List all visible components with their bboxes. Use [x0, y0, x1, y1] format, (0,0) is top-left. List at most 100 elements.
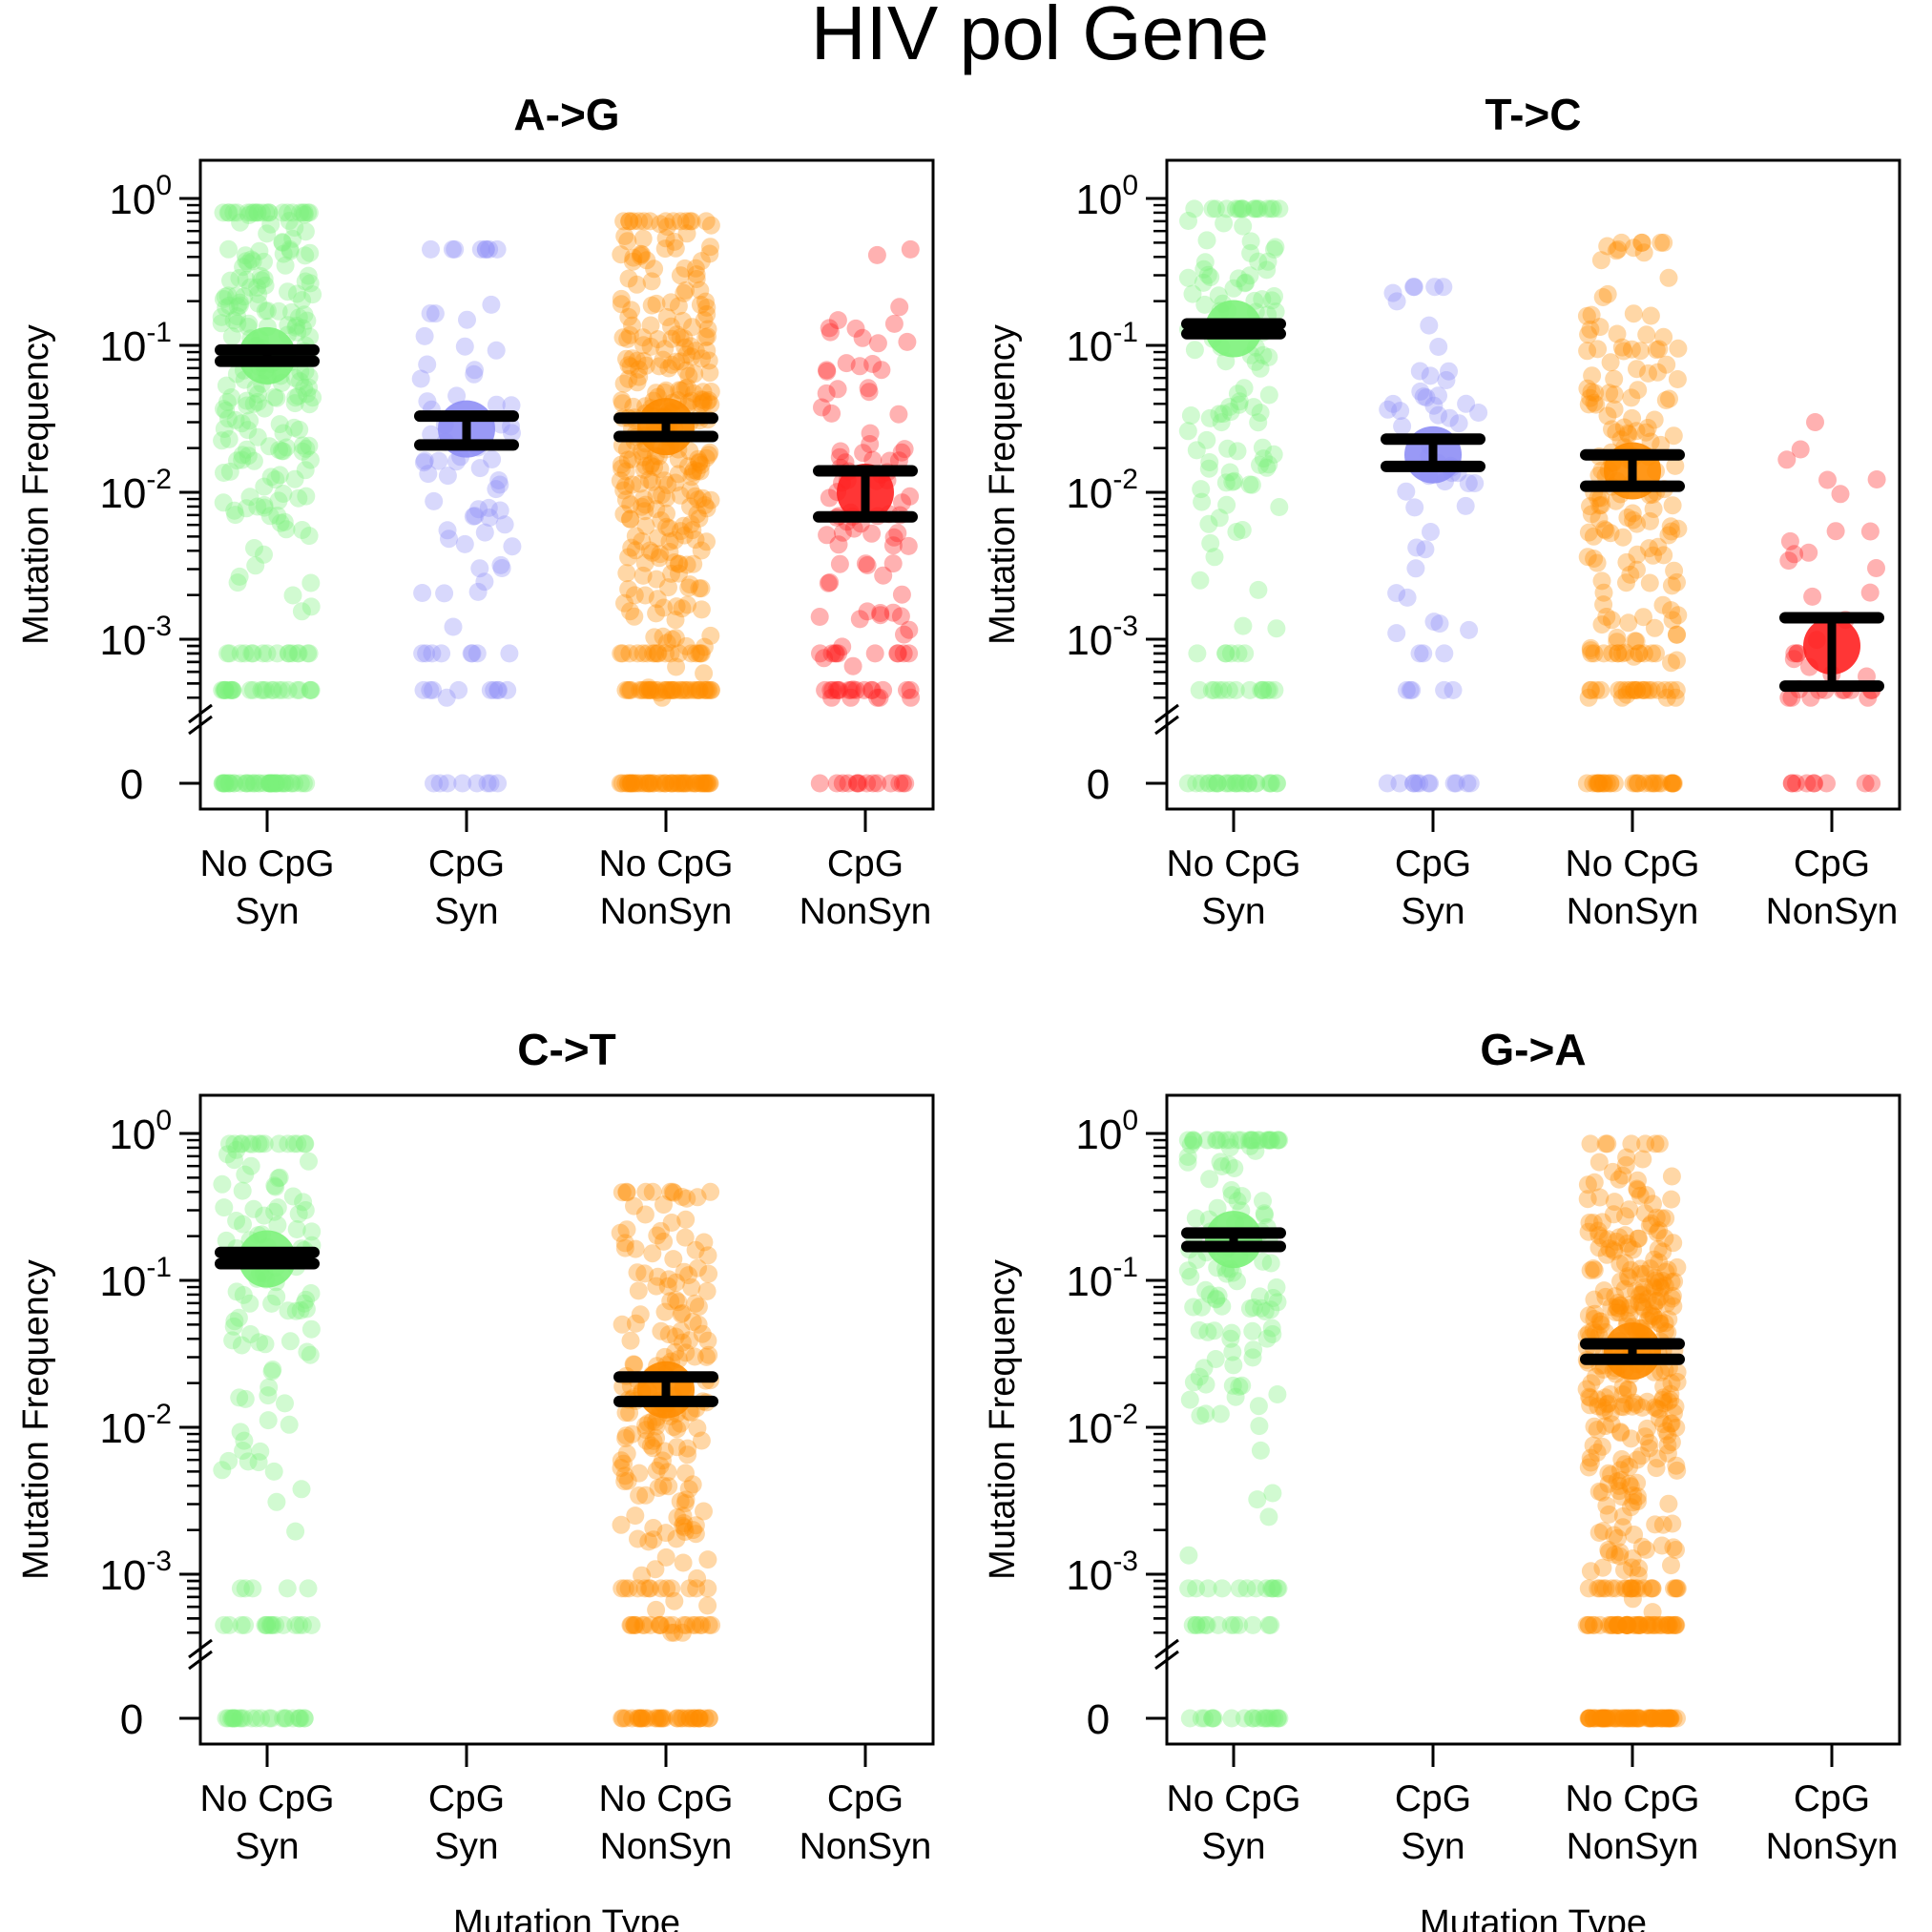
- data-point: [270, 1168, 289, 1187]
- data-point: [1258, 252, 1278, 271]
- data-point: [1461, 774, 1480, 793]
- x-tick-label-line2: NonSyn: [800, 1826, 932, 1867]
- data-point: [685, 384, 703, 403]
- data-point: [1602, 611, 1621, 630]
- data-point: [1579, 1458, 1598, 1477]
- data-point: [1222, 1186, 1241, 1205]
- data-point: [239, 447, 258, 466]
- x-axis-label: Mutation Type: [453, 1903, 680, 1932]
- data-point: [662, 355, 681, 374]
- data-point: [640, 774, 659, 793]
- data-point: [1604, 1709, 1623, 1728]
- data-point: [882, 774, 901, 793]
- data-point: [228, 297, 247, 316]
- data-point: [621, 509, 640, 529]
- data-point: [687, 270, 706, 288]
- data-point: [672, 1709, 691, 1728]
- data-point: [1648, 1615, 1667, 1634]
- data-point: [270, 415, 289, 434]
- data-point: [686, 680, 705, 699]
- data-point: [675, 259, 695, 278]
- data-point: [1592, 774, 1611, 793]
- data-point: [664, 212, 683, 231]
- data-point: [1429, 338, 1448, 356]
- data-point: [1579, 395, 1598, 414]
- data-point: [1624, 239, 1643, 258]
- data-point: [1236, 644, 1255, 663]
- data-point: [1252, 1298, 1271, 1318]
- data-point: [638, 1709, 657, 1728]
- data-point: [236, 644, 255, 663]
- y-tick-base: 10: [1066, 1405, 1112, 1452]
- y-tick-label: 100: [1075, 1105, 1138, 1158]
- data-point: [275, 512, 294, 531]
- data-point: [1188, 644, 1207, 663]
- data-point: [260, 437, 279, 456]
- data-point: [665, 553, 684, 571]
- data-point: [831, 442, 850, 461]
- data-point: [1599, 1505, 1618, 1524]
- data-point: [1459, 474, 1478, 492]
- data-point: [232, 1134, 251, 1153]
- data-point: [1196, 1404, 1215, 1423]
- data-point: [1244, 1298, 1263, 1317]
- data-point: [616, 490, 635, 509]
- data-point: [236, 246, 255, 265]
- data-point: [1417, 388, 1436, 407]
- data-point: [841, 688, 861, 707]
- data-point: [267, 774, 286, 793]
- data-point: [678, 457, 697, 476]
- data-point: [292, 602, 311, 621]
- data-point: [260, 774, 279, 793]
- data-point: [637, 1431, 656, 1450]
- data-point: [646, 680, 665, 699]
- data-point: [647, 384, 666, 403]
- data-point: [636, 1421, 655, 1440]
- data-point: [647, 1417, 666, 1436]
- data-point: [265, 774, 284, 793]
- data-point: [635, 1205, 654, 1224]
- data-point: [1203, 1709, 1222, 1728]
- data-point: [231, 774, 250, 793]
- panel-title: C->T: [517, 1025, 616, 1074]
- data-point: [675, 1523, 695, 1541]
- data-point: [1584, 527, 1603, 546]
- data-point: [692, 252, 711, 271]
- data-point: [299, 644, 317, 663]
- data-point: [228, 203, 247, 222]
- data-point: [671, 486, 690, 505]
- data-point: [301, 680, 321, 699]
- data-point: [1184, 1373, 1203, 1392]
- data-point: [233, 446, 252, 465]
- data-point: [655, 774, 675, 793]
- data-point: [659, 578, 677, 597]
- data-point: [643, 472, 662, 491]
- data-point: [293, 521, 312, 539]
- data-point: [667, 1529, 686, 1548]
- data-point: [234, 1709, 253, 1728]
- data-point: [675, 526, 694, 545]
- data-point: [1645, 1398, 1664, 1417]
- data-point: [303, 285, 322, 304]
- data-point: [1667, 1418, 1686, 1437]
- data-point: [283, 1187, 302, 1206]
- data-point: [1397, 680, 1416, 699]
- x-tick-label-line2: Syn: [1401, 1826, 1465, 1867]
- data-point: [232, 1134, 250, 1153]
- data-point: [255, 498, 274, 517]
- data-point: [667, 352, 686, 371]
- data-point: [658, 1463, 677, 1482]
- data-point: [1228, 442, 1247, 461]
- data-point: [1383, 394, 1402, 413]
- data-point: [1665, 561, 1684, 580]
- data-point: [1264, 1579, 1283, 1598]
- data-point: [666, 1290, 685, 1309]
- data-point: [417, 644, 436, 663]
- data-point: [1268, 1579, 1287, 1598]
- data-point: [700, 443, 719, 462]
- data-point: [296, 222, 315, 241]
- data-point: [696, 1709, 715, 1728]
- data-point: [1228, 774, 1246, 793]
- data-point: [276, 1709, 295, 1728]
